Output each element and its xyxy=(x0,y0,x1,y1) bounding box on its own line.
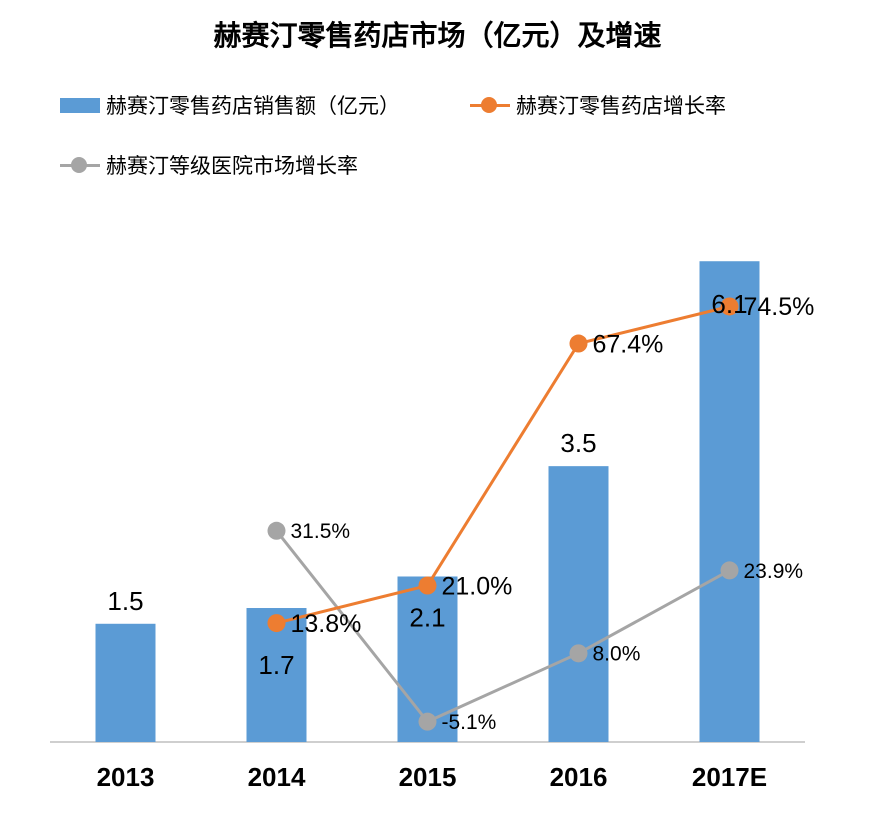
line-data-label: 74.5% xyxy=(744,293,815,321)
legend-label-retail-growth: 赫赛汀零售药店增长率 xyxy=(516,94,726,118)
legend-item-retail-growth: 赫赛汀零售药店增长率 xyxy=(470,90,726,120)
line-point xyxy=(267,521,286,540)
x-tick-label: 2016 xyxy=(550,762,608,792)
bar-data-label: 6.1 xyxy=(711,289,747,319)
bar xyxy=(95,623,156,742)
x-tick-label: 2014 xyxy=(248,762,306,792)
x-tick-label: 2017E xyxy=(692,762,767,792)
chart-title: 赫赛汀零售药店市场（亿元）及增速 xyxy=(213,19,662,52)
series-line-2 xyxy=(275,529,731,724)
line-point xyxy=(720,561,739,580)
line-data-label: 31.5% xyxy=(291,520,351,543)
legend-label-sales: 赫赛汀零售药店销售额（亿元） xyxy=(106,94,400,118)
legend-item-sales: 赫赛汀零售药店销售额（亿元） xyxy=(60,90,400,120)
bar-data-label: 1.7 xyxy=(258,650,294,680)
line-point xyxy=(267,614,286,633)
bar xyxy=(548,466,609,742)
line-point xyxy=(720,297,739,316)
bar-data-label: 1.5 xyxy=(107,586,143,616)
legend-item-hospital-growth: 赫赛汀等级医院市场增长率 xyxy=(60,150,358,180)
line-data-label: 21.0% xyxy=(442,572,513,600)
legend-swatch-bar xyxy=(60,97,100,113)
x-tick-label: 2013 xyxy=(97,762,155,792)
line-data-label: 23.9% xyxy=(744,560,804,583)
line-data-label: 13.8% xyxy=(291,610,362,638)
line-point xyxy=(569,334,588,353)
line-data-label: 8.0% xyxy=(593,643,641,666)
line-data-label: 67.4% xyxy=(593,330,664,358)
bar-data-label: 3.5 xyxy=(560,428,596,458)
legend-label-hospital-growth: 赫赛汀等级医院市场增长率 xyxy=(106,154,358,178)
bar xyxy=(699,261,760,742)
bar-data-label: 2.1 xyxy=(409,602,445,632)
legend-swatch-hospital-line xyxy=(60,156,100,174)
line-point xyxy=(569,644,588,663)
line-point xyxy=(418,712,437,731)
series-line-1 xyxy=(276,305,730,625)
line-point xyxy=(418,576,437,595)
x-tick-label: 2015 xyxy=(399,762,457,792)
line-data-label: -5.1% xyxy=(442,711,497,734)
legend-swatch-retail-line xyxy=(470,96,510,114)
